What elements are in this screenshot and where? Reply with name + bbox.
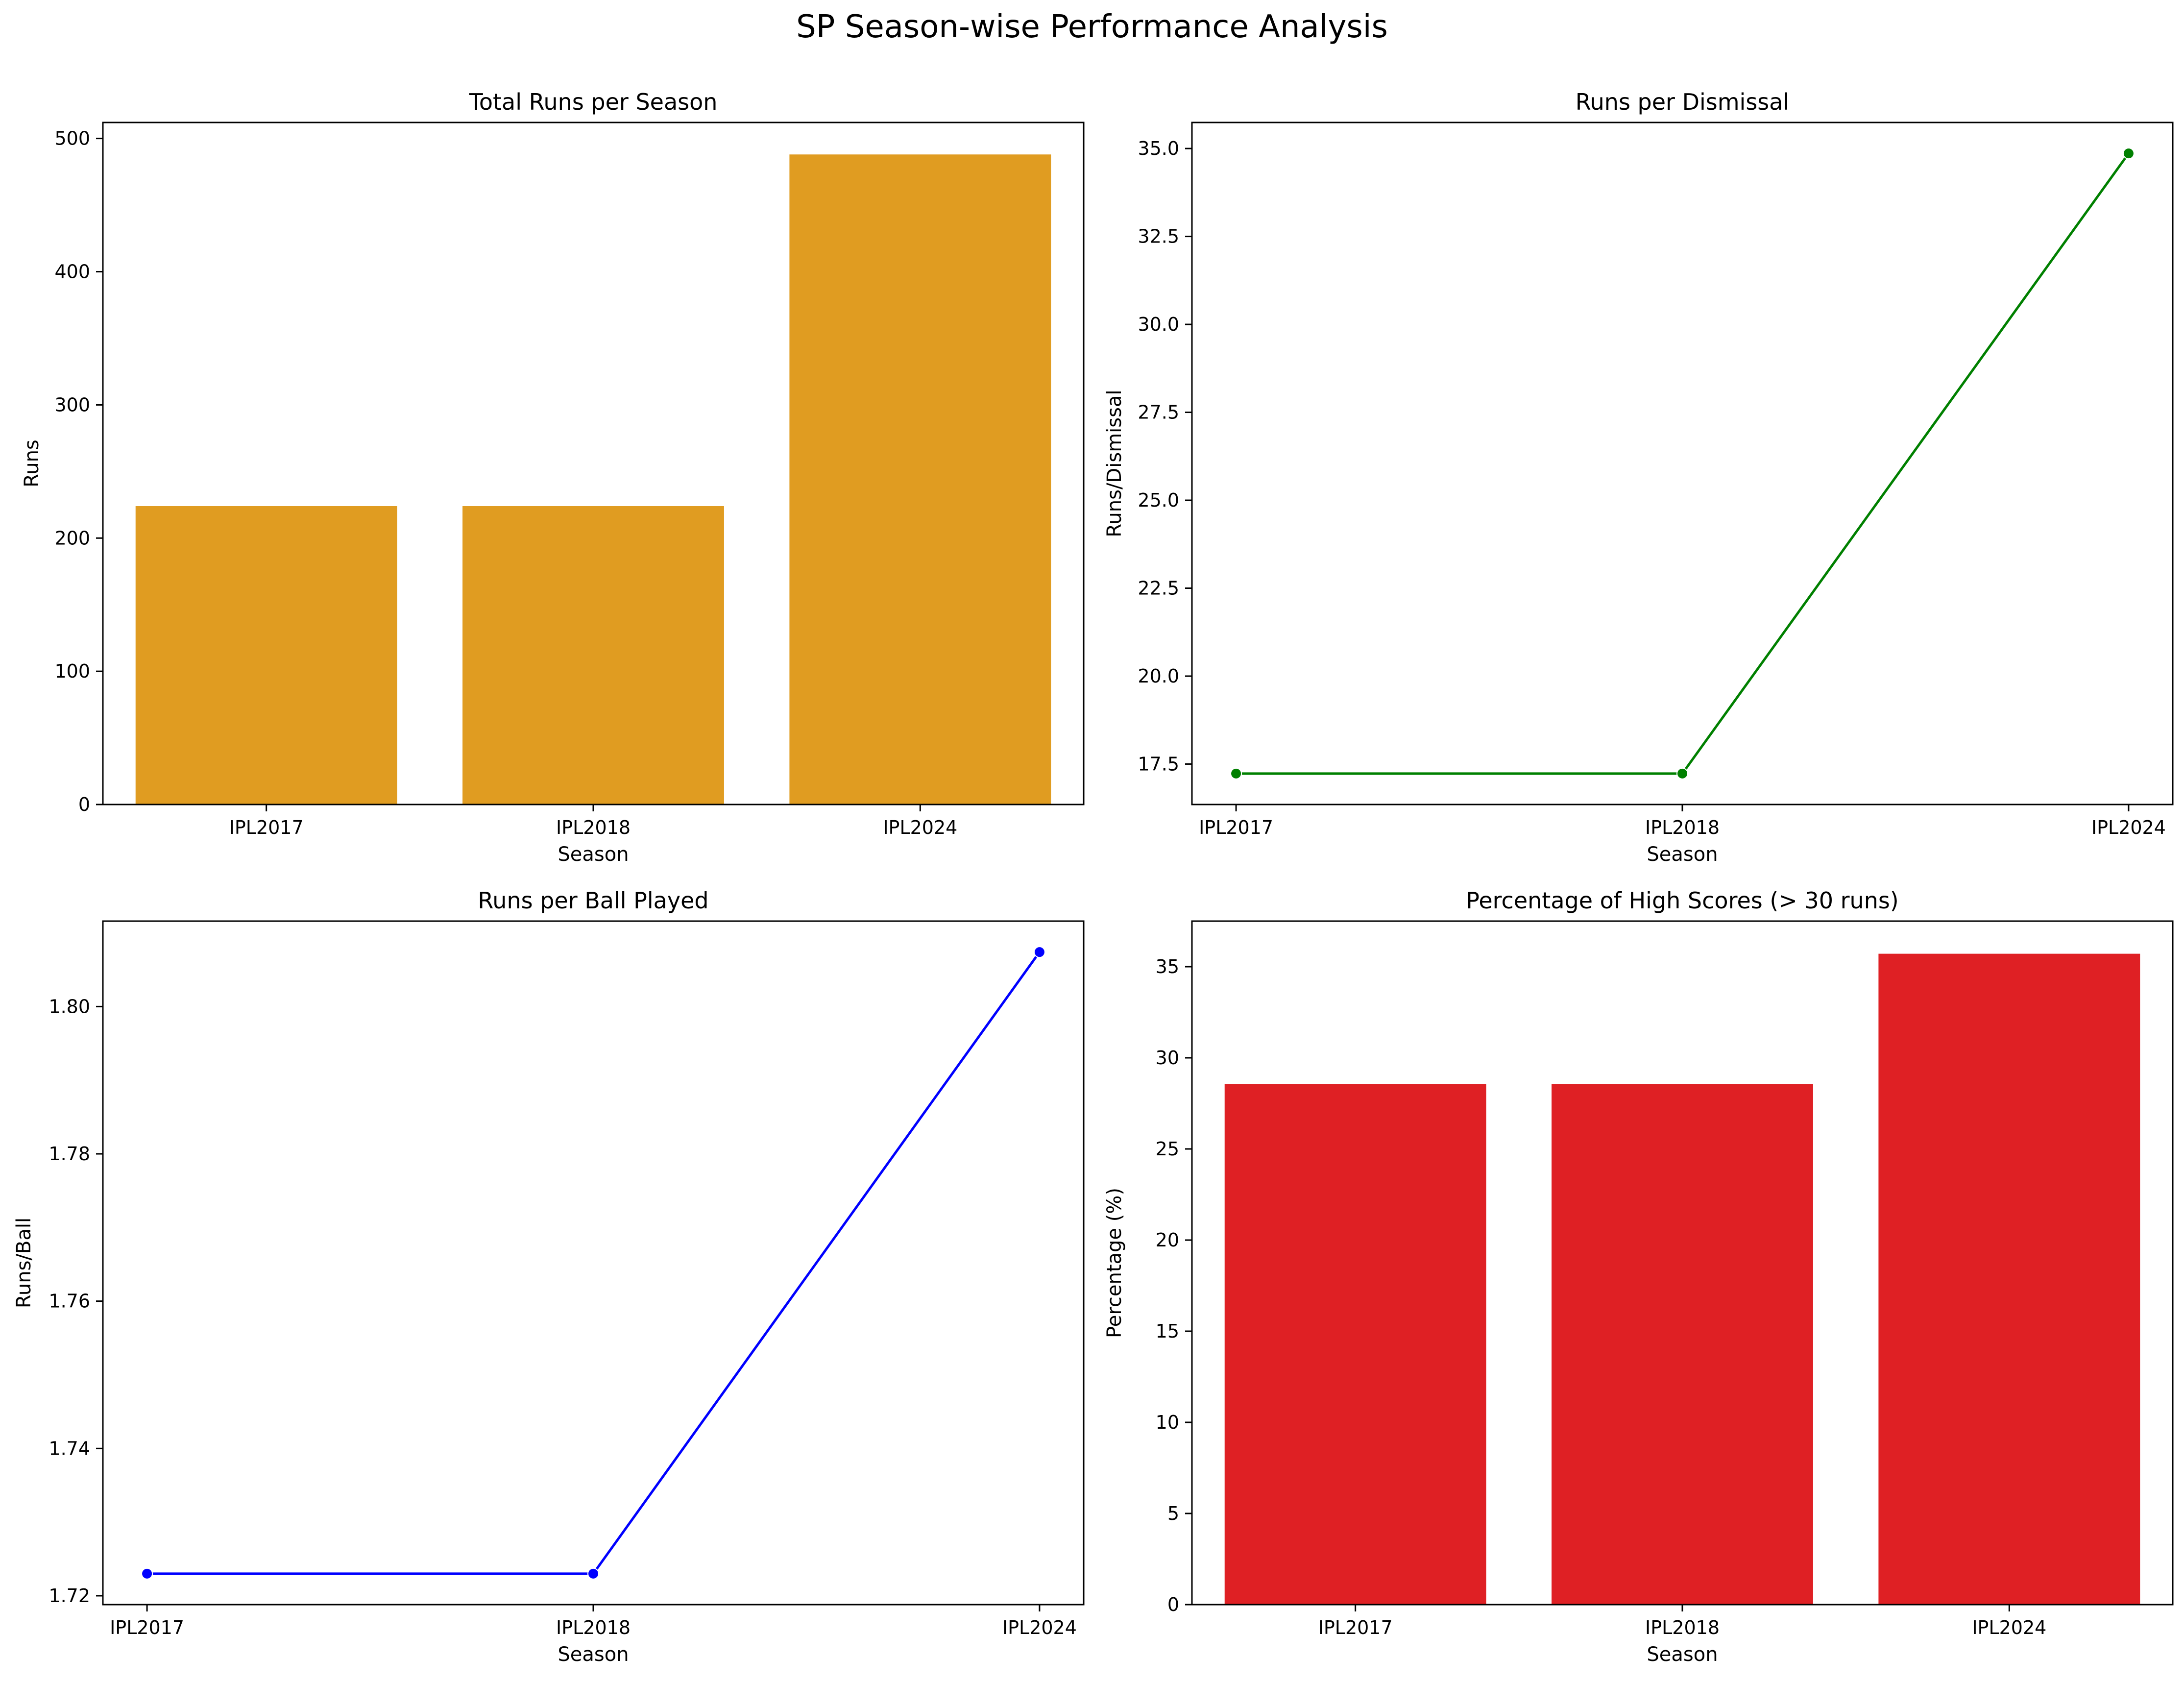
high-scores-pct-ylabel: Percentage (%) bbox=[1103, 1188, 1126, 1338]
runs-per-season-ytick-label: 100 bbox=[54, 660, 90, 682]
runs-per-season-bar-ipl2024 bbox=[789, 154, 1051, 805]
high-scores-pct-bar-ipl2017 bbox=[1224, 1084, 1486, 1605]
runs-per-dismissal-point-ipl2024 bbox=[2122, 147, 2135, 160]
high-scores-pct-ytick-label: 15 bbox=[1156, 1320, 1179, 1342]
runs-per-dismissal-xtick-label: IPL2024 bbox=[2091, 817, 2166, 838]
high-scores-pct-ytick-label: 20 bbox=[1156, 1229, 1179, 1251]
runs-per-dismissal-point-ipl2017 bbox=[1230, 767, 1242, 780]
high-scores-pct-ytick-label: 30 bbox=[1156, 1047, 1179, 1069]
runs-per-ball-chart: IPL2017 IPL2018 IPL2024 1.72 1.74 1.76 1.78 1.8… bbox=[13, 887, 1085, 1666]
runs-per-dismissal-ytick-label: 27.5 bbox=[1138, 402, 1179, 423]
high-scores-pct-ytick-label: 0 bbox=[1167, 1594, 1179, 1615]
high-scores-pct-ytick-label: 5 bbox=[1167, 1503, 1179, 1524]
runs-per-season-xtick-label: IPL2024 bbox=[883, 817, 957, 838]
runs-per-season-chart: IPL2017 IPL2018 IPL2024 0 100 200 300 400 500 Tot… bbox=[21, 89, 1085, 866]
runs-per-ball-ytick-label: 1.72 bbox=[49, 1585, 90, 1607]
runs-per-dismissal-chart: IPL2017 IPL2018 IPL2024 17.5 20.0 22.5 25.0 27.… bbox=[1103, 89, 2174, 866]
runs-per-ball-ylabel: Runs/Ball bbox=[13, 1218, 35, 1308]
runs-per-season-xtick-label: IPL2017 bbox=[229, 817, 304, 838]
runs-per-season-ylabel: Runs bbox=[21, 439, 43, 488]
runs-per-ball-xlabel: Season bbox=[558, 1643, 629, 1666]
runs-per-dismissal-ylabel: Runs/Dismissal bbox=[1103, 390, 1126, 537]
runs-per-season-ytick-label: 200 bbox=[54, 527, 90, 549]
high-scores-pct-title: Percentage of High Scores (> 30 runs) bbox=[1466, 887, 1899, 914]
high-scores-pct-bar-ipl2018 bbox=[1552, 1084, 1813, 1605]
high-scores-pct-xtick-label: IPL2024 bbox=[1972, 1617, 2046, 1638]
runs-per-season-bar-ipl2018 bbox=[462, 506, 724, 805]
runs-per-season-xtick-label: IPL2018 bbox=[556, 817, 631, 838]
runs-per-dismissal-ytick-label: 32.5 bbox=[1138, 226, 1179, 247]
runs-per-ball-point-ipl2017 bbox=[141, 1567, 153, 1580]
runs-per-season-ytick-label: 300 bbox=[54, 394, 90, 415]
runs-per-ball-xtick-label: IPL2017 bbox=[110, 1617, 184, 1638]
runs-per-dismissal-xtick-label: IPL2017 bbox=[1199, 817, 1273, 838]
runs-per-ball-ytick-label: 1.80 bbox=[49, 996, 90, 1017]
runs-per-dismissal-point-ipl2018 bbox=[1676, 767, 1688, 780]
runs-per-dismissal-xtick-label: IPL2018 bbox=[1645, 817, 1720, 838]
runs-per-dismissal-xlabel: Season bbox=[1647, 843, 1718, 866]
runs-per-season-ytick-label: 500 bbox=[54, 128, 90, 149]
runs-per-season-title: Total Runs per Season bbox=[469, 89, 718, 115]
runs-per-season-xlabel: Season bbox=[558, 843, 629, 866]
high-scores-pct-ytick-label: 10 bbox=[1156, 1412, 1179, 1433]
runs-per-ball-ytick-label: 1.76 bbox=[49, 1291, 90, 1312]
runs-per-season-bar-ipl2017 bbox=[135, 506, 397, 805]
runs-per-ball-point-ipl2018 bbox=[587, 1567, 599, 1580]
figure-title: SP Season-wise Performance Analysis bbox=[796, 9, 1388, 45]
runs-per-dismissal-ytick-label: 30.0 bbox=[1138, 314, 1179, 335]
runs-per-ball-xtick-label: IPL2018 bbox=[556, 1617, 631, 1638]
high-scores-pct-ytick-label: 35 bbox=[1156, 956, 1179, 977]
high-scores-percentage-chart: IPL2017 IPL2018 IPL2024 0 5 10 15 20 25 30 35 Perce… bbox=[1103, 887, 2174, 1666]
runs-per-dismissal-title: Runs per Dismissal bbox=[1576, 89, 1789, 115]
runs-per-dismissal-ytick-label: 22.5 bbox=[1138, 577, 1179, 599]
high-scores-pct-xtick-label: IPL2017 bbox=[1318, 1617, 1393, 1638]
runs-per-ball-ytick-label: 1.78 bbox=[49, 1143, 90, 1165]
runs-per-ball-point-ipl2024 bbox=[1033, 946, 1045, 958]
runs-per-dismissal-ytick-label: 17.5 bbox=[1138, 753, 1179, 775]
runs-per-season-ytick-label: 400 bbox=[54, 261, 90, 283]
runs-per-ball-ytick-label: 1.74 bbox=[49, 1438, 90, 1459]
high-scores-pct-xtick-label: IPL2018 bbox=[1645, 1617, 1720, 1638]
high-scores-pct-bar-ipl2024 bbox=[1878, 953, 2140, 1605]
runs-per-dismissal-ytick-label: 20.0 bbox=[1138, 665, 1179, 687]
runs-per-dismissal-ytick-label: 35.0 bbox=[1138, 138, 1179, 159]
runs-per-ball-xtick-label: IPL2024 bbox=[1002, 1617, 1077, 1638]
high-scores-pct-ytick-label: 25 bbox=[1156, 1138, 1179, 1160]
runs-per-season-ytick-label: 0 bbox=[78, 794, 90, 815]
runs-per-ball-title: Runs per Ball Played bbox=[478, 887, 708, 914]
runs-per-dismissal-ytick-label: 25.0 bbox=[1138, 489, 1179, 511]
high-scores-pct-xlabel: Season bbox=[1647, 1643, 1718, 1666]
